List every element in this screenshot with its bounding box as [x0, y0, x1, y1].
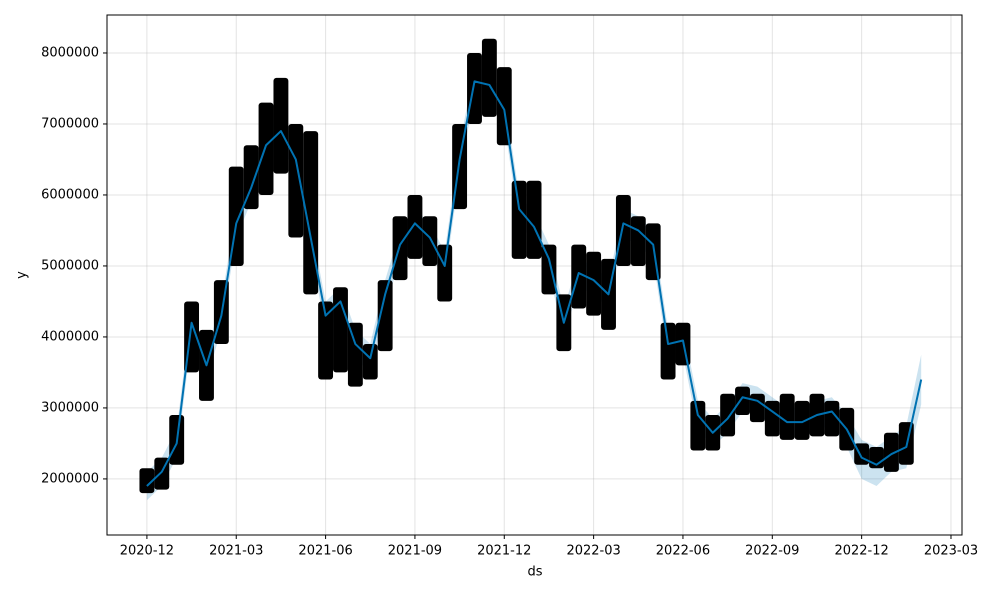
observed-range [764, 400, 780, 437]
y-tick-label: 2000000 [41, 471, 99, 486]
observed-range [422, 216, 438, 266]
observed-range [645, 223, 661, 281]
observed-range [318, 301, 334, 380]
observed-range [481, 38, 497, 117]
y-tick-label: 4000000 [41, 329, 99, 344]
plot-frame [106, 14, 963, 536]
observed-range [615, 194, 631, 266]
observed-range [541, 244, 557, 295]
y-tick-label: 7000000 [41, 116, 99, 131]
y-tick-label: 6000000 [41, 187, 99, 202]
x-tick-label: 2020-12 [120, 544, 174, 559]
observed-range [720, 393, 736, 437]
y-tick-label: 3000000 [41, 400, 99, 415]
observed-range [243, 145, 259, 210]
x-tick-label: 2022-12 [834, 544, 888, 559]
observed-range [511, 180, 527, 259]
observed-range [437, 244, 453, 302]
observed-range [735, 386, 750, 416]
observed-range [333, 287, 348, 373]
observed-range [586, 251, 602, 316]
x-tick-label: 2021-12 [477, 544, 531, 559]
observed-range [749, 393, 765, 423]
observed-range [273, 77, 289, 174]
observed-range [496, 67, 512, 146]
observed-range [824, 400, 840, 437]
x-tick-label: 2022-06 [656, 544, 710, 559]
observed-range [139, 468, 155, 494]
x-tick-label: 2022-09 [745, 544, 799, 559]
observed-range [883, 432, 899, 472]
observed-range [779, 393, 795, 440]
observed-range [362, 344, 378, 380]
x-tick-label: 2021-06 [298, 544, 352, 559]
x-tick-label: 2021-03 [209, 544, 263, 559]
observed-range [288, 123, 304, 238]
observed-range [392, 216, 408, 281]
observed-range [407, 194, 423, 259]
x-tick-label: 2021-09 [388, 544, 442, 559]
observed-range [660, 322, 676, 380]
observed-range [571, 244, 587, 309]
x-tick-label: 2022-03 [566, 544, 620, 559]
observed-range [630, 216, 646, 266]
forecast-line [146, 80, 923, 487]
y-axis-label: y [15, 271, 30, 279]
x-tick-label: 2023-03 [924, 544, 978, 559]
y-tick-label: 8000000 [41, 45, 99, 60]
observed-range [526, 180, 542, 259]
observed-range [690, 400, 706, 451]
observed-range [794, 400, 810, 440]
x-axis-label: ds [527, 565, 542, 580]
observed-range [347, 322, 363, 387]
y-tick-label: 5000000 [41, 258, 99, 273]
observed-range [377, 280, 393, 352]
observed-range [258, 102, 274, 195]
